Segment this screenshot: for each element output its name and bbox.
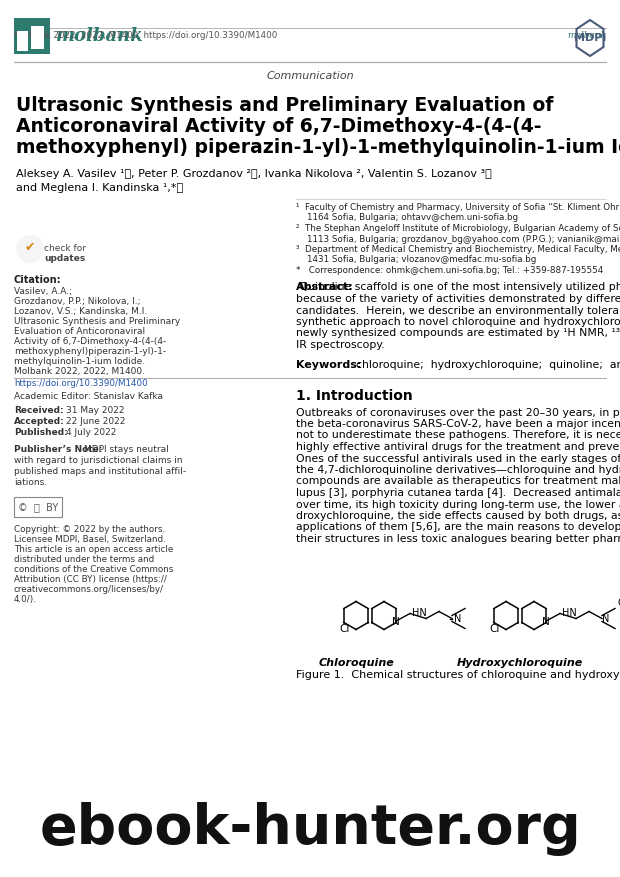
Text: Ones of the successful antivirals used in the early stages of the COVID-19 pande: Ones of the successful antivirals used i…: [296, 453, 620, 464]
Text: Evaluation of Anticoronaviral: Evaluation of Anticoronaviral: [14, 327, 145, 336]
Text: Cl: Cl: [339, 624, 350, 634]
Text: the beta-coronavirus SARS-CoV-2, have been a major incentive for the scientific : the beta-coronavirus SARS-CoV-2, have be…: [296, 419, 620, 429]
Text: check for: check for: [44, 244, 86, 253]
Text: Molbank 2022, 2022, M1400. https://doi.org/10.3390/M1400: Molbank 2022, 2022, M1400. https://doi.o…: [14, 31, 277, 39]
Text: Cl: Cl: [489, 624, 500, 634]
Text: N: N: [542, 617, 549, 627]
Text: 1. Introduction: 1. Introduction: [296, 389, 413, 403]
Text: applications of them [5,6], are the main reasons to develop novel synthetic rout: applications of them [5,6], are the main…: [296, 523, 620, 532]
Text: Publisher’s Note:: Publisher’s Note:: [14, 445, 102, 454]
Text: ³  Department of Medical Chemistry and Biochemistry, Medical Faculty, Medical Un: ³ Department of Medical Chemistry and Bi…: [296, 245, 620, 254]
Text: highly effective antiviral drugs for the treatment and prevention of coronavirus: highly effective antiviral drugs for the…: [296, 442, 620, 452]
Text: methoxyphenyl) piperazin-1-yl)-1-methylquinolin-1-ium Iodide: methoxyphenyl) piperazin-1-yl)-1-methylq…: [16, 138, 620, 157]
Text: Communication: Communication: [266, 71, 354, 81]
Text: Keywords:: Keywords:: [296, 360, 361, 369]
Text: published maps and institutional affil-: published maps and institutional affil-: [14, 467, 186, 476]
Circle shape: [16, 235, 44, 263]
Text: HN: HN: [412, 608, 427, 617]
Text: 4 July 2022: 4 July 2022: [66, 428, 117, 437]
Text: compounds are available as therapeutics for treatment malaria [1], rheumatoid ar: compounds are available as therapeutics …: [296, 476, 620, 487]
Text: IR spectroscopy.: IR spectroscopy.: [296, 340, 384, 350]
Text: MDPI stays neutral: MDPI stays neutral: [84, 445, 169, 454]
Bar: [19, 66, 26, 71]
Text: conditions of the Creative Commons: conditions of the Creative Commons: [14, 565, 174, 574]
Text: Received:: Received:: [14, 406, 64, 415]
Bar: [17, 31, 28, 51]
Text: over time, its high toxicity during long-term use, the lower antiparasitic activ: over time, its high toxicity during long…: [296, 500, 620, 510]
Text: 22 June 2022: 22 June 2022: [66, 417, 125, 426]
Text: https://doi.org/10.3390/M1400: https://doi.org/10.3390/M1400: [14, 379, 148, 388]
Text: OH: OH: [617, 597, 620, 608]
Text: MDPI: MDPI: [574, 33, 606, 43]
Text: distributed under the terms and: distributed under the terms and: [14, 555, 154, 564]
Text: N: N: [392, 617, 399, 627]
Text: 4.0/).: 4.0/).: [14, 595, 37, 604]
Text: 1113 Sofia, Bulgaria; grozdanov_bg@yahoo.com (P.P.G.); vanianik@mail.bg (I.N.): 1113 Sofia, Bulgaria; grozdanov_bg@yahoo…: [296, 234, 620, 244]
Text: Licensee MDPI, Basel, Switzerland.: Licensee MDPI, Basel, Switzerland.: [14, 535, 166, 544]
Text: with regard to jurisdictional claims in: with regard to jurisdictional claims in: [14, 456, 182, 465]
Text: methylquinolin-1-ium Iodide.: methylquinolin-1-ium Iodide.: [14, 357, 145, 366]
Text: ebook-hunter.org: ebook-hunter.org: [39, 802, 581, 856]
Text: updates: updates: [44, 254, 86, 263]
Text: Vasilev, A.A.;: Vasilev, A.A.;: [14, 287, 72, 296]
Text: Aleksey A. Vasilev ¹ⓘ, Peter P. Grozdanov ²ⓘ, Ivanka Nikolova ², Valentin S. Loz: Aleksey A. Vasilev ¹ⓘ, Peter P. Grozdano…: [16, 169, 492, 179]
Text: Molbank 2022, 2022, M1400.: Molbank 2022, 2022, M1400.: [14, 367, 145, 376]
Text: molbank: molbank: [567, 31, 606, 39]
Bar: [14, 18, 50, 54]
Text: 31 May 2022: 31 May 2022: [66, 406, 125, 415]
Text: synthetic approach to novel chloroquine and hydroxychloroquine analogues. The st: synthetic approach to novel chloroquine …: [296, 317, 620, 327]
Text: Copyright: © 2022 by the authors.: Copyright: © 2022 by the authors.: [14, 525, 165, 534]
Text: Chloroquine: Chloroquine: [318, 658, 394, 667]
Text: N: N: [454, 614, 461, 624]
Text: Quinoline scaffold is one of the most intensively utilized pharmacophores in dru: Quinoline scaffold is one of the most in…: [296, 282, 620, 293]
Text: Grozdanov, P.P.; Nikolova, I.;: Grozdanov, P.P.; Nikolova, I.;: [14, 297, 141, 306]
Bar: [14, 497, 62, 517]
Text: Academic Editor: Stanislav Kafka: Academic Editor: Stanislav Kafka: [14, 392, 163, 401]
Text: the 4,7-dichloroquinoline derivatives—chloroquine and hydroxychloroquine (Figure: the 4,7-dichloroquinoline derivatives—ch…: [296, 465, 620, 475]
Text: Activity of 6,7-Dimethoxy-4-(4-(4-: Activity of 6,7-Dimethoxy-4-(4-(4-: [14, 337, 166, 346]
Text: HN: HN: [562, 608, 577, 617]
Text: molbank: molbank: [56, 27, 144, 45]
Text: Citation:: Citation:: [14, 275, 61, 285]
Text: ✔: ✔: [25, 240, 35, 253]
Text: candidates.  Herein, we describe an environmentally tolerant two-step procedure : candidates. Herein, we describe an envir…: [296, 305, 620, 316]
Text: Hydroxychloroquine: Hydroxychloroquine: [457, 658, 583, 667]
Text: Lozanov, V.S.; Kandinska, M.I.: Lozanov, V.S.; Kandinska, M.I.: [14, 307, 148, 316]
Text: droxychloroquine, the side effects caused by both drugs, as well as the new disc: droxychloroquine, the side effects cause…: [296, 511, 620, 521]
Text: chloroquine;  hydroxychloroquine;  quinoline;  anticoronaviral activity;  ultras: chloroquine; hydroxychloroquine; quinoli…: [349, 360, 620, 369]
Text: and Meglena I. Kandinska ¹,*ⓘ: and Meglena I. Kandinska ¹,*ⓘ: [16, 183, 183, 193]
Bar: [31, 26, 44, 49]
Text: lupus [3], porphyria cutanea tarda [4].  Decreased antimalarial efficacy of chlo: lupus [3], porphyria cutanea tarda [4]. …: [296, 488, 620, 498]
Text: Ultrasonic Synthesis and Preliminary: Ultrasonic Synthesis and Preliminary: [14, 317, 180, 326]
Text: not to underestimate these pathogens. Therefore, it is necessary to work hard to: not to underestimate these pathogens. Th…: [296, 431, 620, 440]
Text: ©  ⓘ  BY: © ⓘ BY: [18, 502, 58, 512]
Text: This article is an open access article: This article is an open access article: [14, 545, 173, 554]
Text: 1431 Sofia, Bulgaria; vlozanov@medfac.mu-sofia.bg: 1431 Sofia, Bulgaria; vlozanov@medfac.mu…: [296, 255, 536, 265]
Text: because of the variety of activities demonstrated by different quinoline-based t: because of the variety of activities dem…: [296, 294, 620, 304]
Text: 1164 Sofia, Bulgaria; ohtavv@chem.uni-sofia.bg: 1164 Sofia, Bulgaria; ohtavv@chem.uni-so…: [296, 213, 518, 223]
Text: Ultrasonic Synthesis and Preliminary Evaluation of: Ultrasonic Synthesis and Preliminary Eva…: [16, 96, 554, 115]
Text: ¹  Faculty of Chemistry and Pharmacy, University of Sofia “St. Kliment Ohridski”: ¹ Faculty of Chemistry and Pharmacy, Uni…: [296, 203, 620, 212]
Text: iations.: iations.: [14, 478, 47, 487]
Text: newly synthesized compounds are estimated by ¹H NMR, ¹³C NMR, LC-MS spectrometry: newly synthesized compounds are estimate…: [296, 329, 620, 339]
Text: Anticoronaviral Activity of 6,7-Dimethoxy-4-(4-(4-: Anticoronaviral Activity of 6,7-Dimethox…: [16, 117, 541, 136]
Text: N: N: [602, 614, 609, 624]
Bar: [34, 67, 41, 72]
Text: creativecommons.org/licenses/by/: creativecommons.org/licenses/by/: [14, 585, 164, 594]
Text: Outbreaks of coronaviruses over the past 20–30 years, in particular the pandemic: Outbreaks of coronaviruses over the past…: [296, 408, 620, 417]
Text: Attribution (CC BY) license (https://: Attribution (CC BY) license (https://: [14, 575, 167, 584]
Text: Abstract:: Abstract:: [296, 282, 354, 293]
Text: methoxyphenyl)piperazin-1-yl)-1-: methoxyphenyl)piperazin-1-yl)-1-: [14, 347, 166, 356]
Text: Accepted:: Accepted:: [14, 417, 64, 426]
Text: Figure 1.  Chemical structures of chloroquine and hydroxychloroquine.: Figure 1. Chemical structures of chloroq…: [296, 671, 620, 681]
Text: *   Correspondence: ohmk@chem.uni-sofia.bg; Tel.: +359-887-195554: * Correspondence: ohmk@chem.uni-sofia.bg…: [296, 266, 603, 275]
Text: Published:: Published:: [14, 428, 68, 437]
Text: ²  The Stephan Angeloff Institute of Microbiology, Bulgarian Academy of Sciences: ² The Stephan Angeloff Institute of Micr…: [296, 224, 620, 233]
Text: their structures in less toxic analogues bearing better pharmacokinetic properti: their structures in less toxic analogues…: [296, 534, 620, 544]
